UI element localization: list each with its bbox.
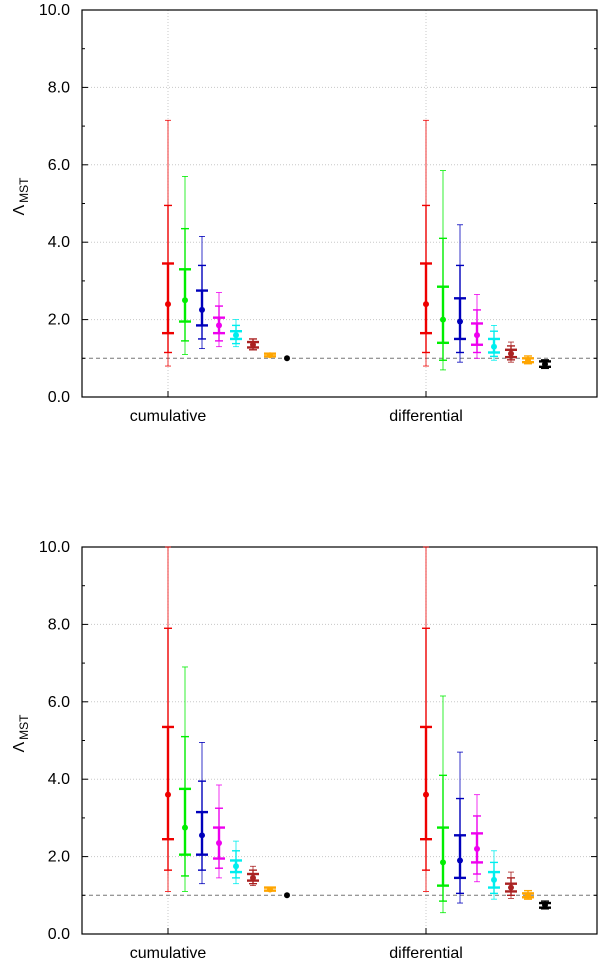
y-tick-label: 6.0: [48, 157, 70, 174]
errorbar-point: [471, 294, 483, 359]
y-tick-label: 2.0: [48, 849, 70, 866]
data-point: [525, 357, 531, 364]
data-point: [474, 845, 480, 852]
data-point: [542, 361, 548, 368]
errorbar-point: [488, 850, 500, 900]
y-tick-label: 0.0: [48, 389, 70, 406]
errorbar-point: [505, 871, 517, 899]
y-tick-label: 4.0: [48, 234, 70, 251]
errorbar-point: [213, 784, 225, 879]
data-point: [250, 341, 256, 348]
errorbar-point: [539, 359, 551, 370]
data-point: [216, 322, 222, 329]
y-axis-title: ΛMST: [11, 177, 31, 216]
data-point: [165, 791, 171, 798]
data-point: [182, 824, 188, 831]
errorbar-point: [162, 546, 174, 892]
data-point: [250, 874, 256, 881]
data-point: [474, 332, 480, 339]
errorbar-point: [247, 338, 259, 351]
errorbar-point: [247, 865, 259, 887]
data-point: [284, 892, 290, 899]
data-point: [199, 832, 205, 839]
y-axis-title: ΛMST: [11, 714, 31, 753]
errorbar-point: [420, 119, 432, 367]
data-point: [508, 350, 514, 357]
errorbar-point: [471, 794, 483, 883]
chart-panel-1: 0.0 2.0 4.0 6.0 8.0 10.0 ΛMST cumulative differe…: [11, 2, 598, 425]
errorbar-point: [196, 742, 208, 885]
errorbar-point: [522, 355, 534, 365]
errorbar-point: [264, 886, 276, 893]
data-point: [233, 332, 239, 339]
errorbar-point: [488, 325, 500, 361]
errorbar-point: [284, 892, 290, 899]
data-point: [423, 791, 429, 798]
data-point: [525, 892, 531, 899]
data-point: [216, 840, 222, 847]
errorbar-point: [264, 352, 276, 359]
category-label: differential: [389, 945, 463, 960]
category-label: differential: [389, 408, 463, 425]
chart-panel-2: 0.0 2.0 4.0 6.0 8.0 10.0 ΛMST cumulative differe…: [11, 539, 598, 960]
data-point: [491, 343, 497, 350]
y-tick-label: 0.0: [48, 926, 70, 943]
y-tick-label: 2.0: [48, 312, 70, 329]
plot-frame: [81, 546, 598, 935]
data-point: [457, 857, 463, 864]
y-tick-label: 4.0: [48, 771, 70, 788]
errorbar-point: [230, 319, 242, 348]
y-tick-label: 6.0: [48, 694, 70, 711]
y-tick-label: 10.0: [39, 2, 70, 19]
data-point: [165, 301, 171, 308]
errorbar-point: [196, 235, 208, 350]
category-label: cumulative: [130, 945, 207, 960]
data-point: [491, 876, 497, 883]
data-point: [199, 306, 205, 313]
errorbar-point: [213, 292, 225, 348]
errorbar-point: [539, 900, 551, 910]
data-point: [440, 859, 446, 866]
errorbar-point: [284, 355, 290, 362]
errorbar-point: [230, 840, 242, 885]
errorbar-point: [437, 170, 449, 371]
errorbar-point: [179, 176, 191, 355]
data-point: [440, 316, 446, 323]
errorbar-point: [505, 341, 517, 363]
errorbar-point: [179, 666, 191, 892]
data-point: [267, 352, 273, 359]
data-point: [457, 318, 463, 325]
data-point: [423, 301, 429, 308]
data-point: [284, 355, 290, 362]
errorbar-point: [420, 546, 432, 892]
y-tick-label: 10.0: [39, 539, 70, 556]
y-tick-label: 8.0: [48, 616, 70, 633]
plot-frame: [81, 9, 598, 398]
category-label: cumulative: [130, 408, 207, 425]
data-point: [233, 863, 239, 870]
data-point: [508, 884, 514, 891]
y-tick-label: 8.0: [48, 79, 70, 96]
errorbar-point: [454, 751, 466, 904]
data-point: [542, 901, 548, 908]
errorbar-point: [522, 889, 534, 900]
errorbar-point: [162, 119, 174, 367]
data-point: [182, 297, 188, 304]
errorbar-point: [454, 224, 466, 363]
errorbar-point: [437, 695, 449, 914]
data-point: [267, 886, 273, 893]
